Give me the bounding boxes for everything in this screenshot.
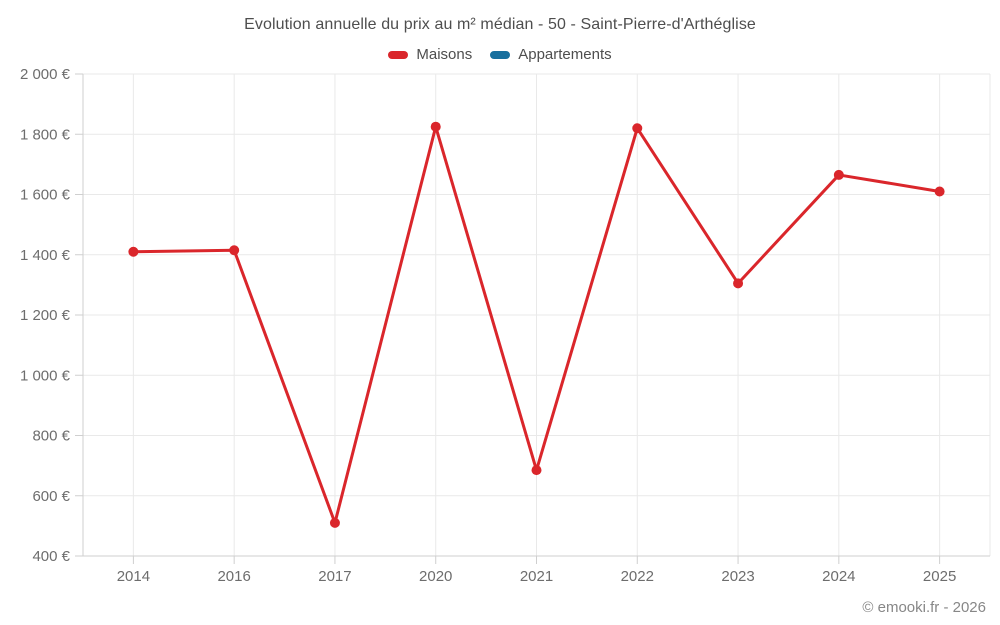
y-tick-label: 600 €: [32, 488, 70, 505]
y-tick-label: 400 €: [32, 548, 70, 565]
axis-ticks: [75, 73, 990, 564]
data-point-2023[interactable]: [733, 278, 744, 289]
data-point-2025[interactable]: [934, 186, 945, 197]
x-tick-label: 2017: [318, 568, 351, 585]
y-tick-label: 1 200 €: [20, 307, 71, 324]
data-point-2016[interactable]: [229, 245, 240, 256]
axis-labels: 400 € 600 € 800 € 1 000 € 1 200 € 1 400 € 1 60…: [20, 66, 956, 585]
chart-title: Evolution annuelle du prix au m² médian …: [244, 16, 756, 33]
legend-swatch-icon: [388, 50, 409, 59]
gridlines: [83, 73, 991, 557]
x-tick-label: 2014: [117, 568, 150, 585]
x-tick-label: 2016: [217, 568, 250, 585]
x-tick-label: 2023: [721, 568, 754, 585]
legend-item-maisons[interactable]: Maisons: [388, 46, 472, 63]
data-point-2024[interactable]: [833, 169, 844, 180]
data-point-2022[interactable]: [632, 123, 643, 134]
legend-swatch-icon: [490, 50, 511, 59]
data-point-2017[interactable]: [329, 517, 340, 528]
x-tick-label: 2025: [923, 568, 956, 585]
y-tick-label: 800 €: [32, 428, 70, 445]
data-point-2020[interactable]: [430, 121, 441, 132]
y-tick-label: 2 000 €: [20, 66, 71, 83]
data-point-2021[interactable]: [531, 465, 542, 476]
y-tick-label: 1 400 €: [20, 247, 71, 264]
y-tick-label: 1 600 €: [20, 187, 71, 204]
x-tick-label: 2024: [822, 568, 855, 585]
watermark-credit: © emooki.fr - 2026: [862, 599, 986, 616]
x-tick-label: 2020: [419, 568, 452, 585]
y-tick-label: 1 800 €: [20, 126, 71, 143]
x-tick-label: 2021: [520, 568, 553, 585]
legend-label: Maisons: [416, 46, 473, 63]
legend-item-appartements[interactable]: Appartements: [490, 46, 612, 63]
data-point-2014[interactable]: [128, 246, 139, 257]
chart-legend: Maisons Appartements: [0, 46, 1000, 63]
x-tick-label: 2022: [621, 568, 654, 585]
series-maisons: [128, 121, 945, 528]
y-tick-label: 1 000 €: [20, 367, 71, 384]
legend-label: Appartements: [518, 46, 612, 63]
